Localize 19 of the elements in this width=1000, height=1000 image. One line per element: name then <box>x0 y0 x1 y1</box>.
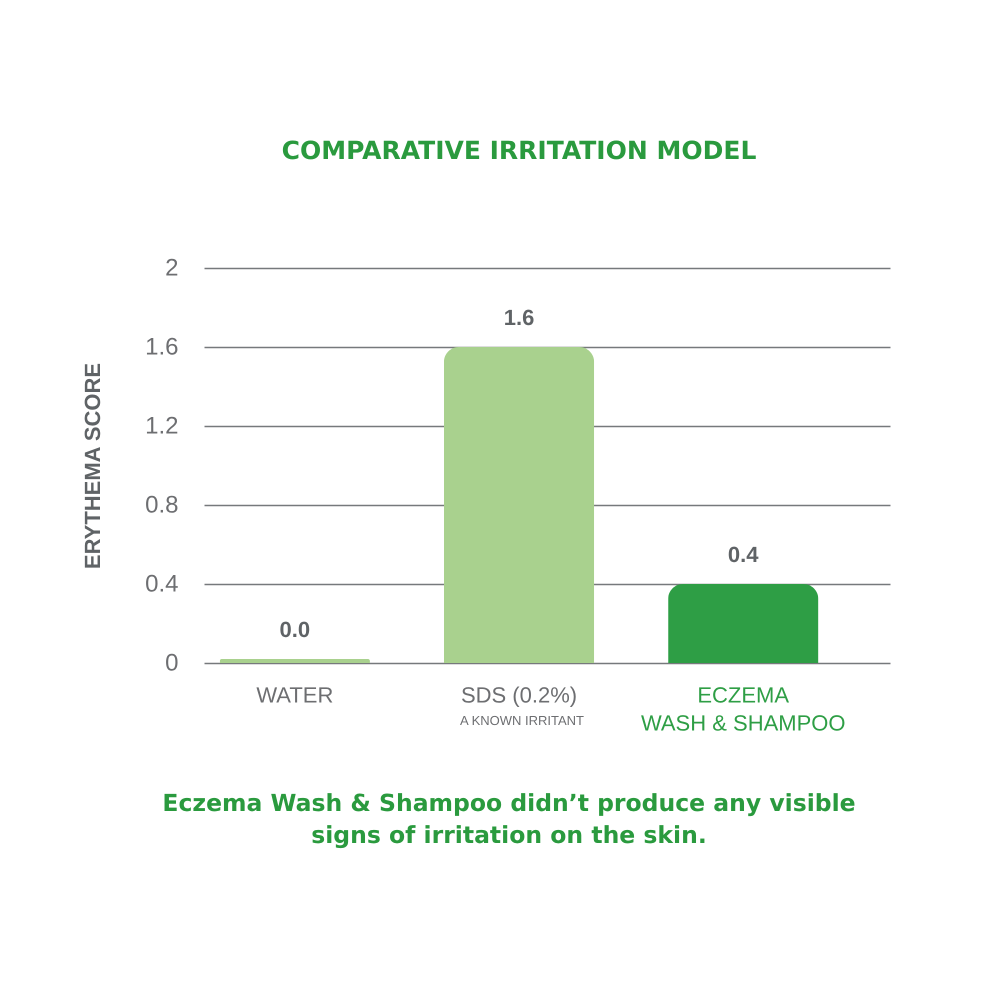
y-tick-label: 0 <box>165 650 178 676</box>
y-axis-title: ERYTHEMA SCORE <box>80 362 106 570</box>
data-label: 0.0 <box>280 617 310 642</box>
chart-title: COMPARATIVE IRRITATION MODEL <box>282 136 756 165</box>
bar <box>668 584 818 663</box>
y-tick-label: 0.8 <box>145 492 178 518</box>
bar <box>444 347 594 663</box>
data-label: 0.4 <box>728 542 760 567</box>
text: A KNOWN IRRITANT <box>459 713 585 729</box>
y-tick-label: 0.4 <box>145 570 178 598</box>
data-label: 1.6 <box>504 305 534 330</box>
y-tick-label: 2 <box>165 254 178 282</box>
bar <box>220 659 370 663</box>
x-tick-label: ECZEMA WASH & SHAMPOO <box>640 682 846 736</box>
x-tick-label: SDS (0.2%) <box>460 682 578 708</box>
x-tick-label: WATER <box>256 682 334 708</box>
text: Eczema Wash & Shampoo didn’t produce any visible signs of irritation on the skin. <box>161 788 857 851</box>
y-tick-label: 1.2 <box>145 412 178 440</box>
y-tick-label: 1.6 <box>145 334 178 360</box>
